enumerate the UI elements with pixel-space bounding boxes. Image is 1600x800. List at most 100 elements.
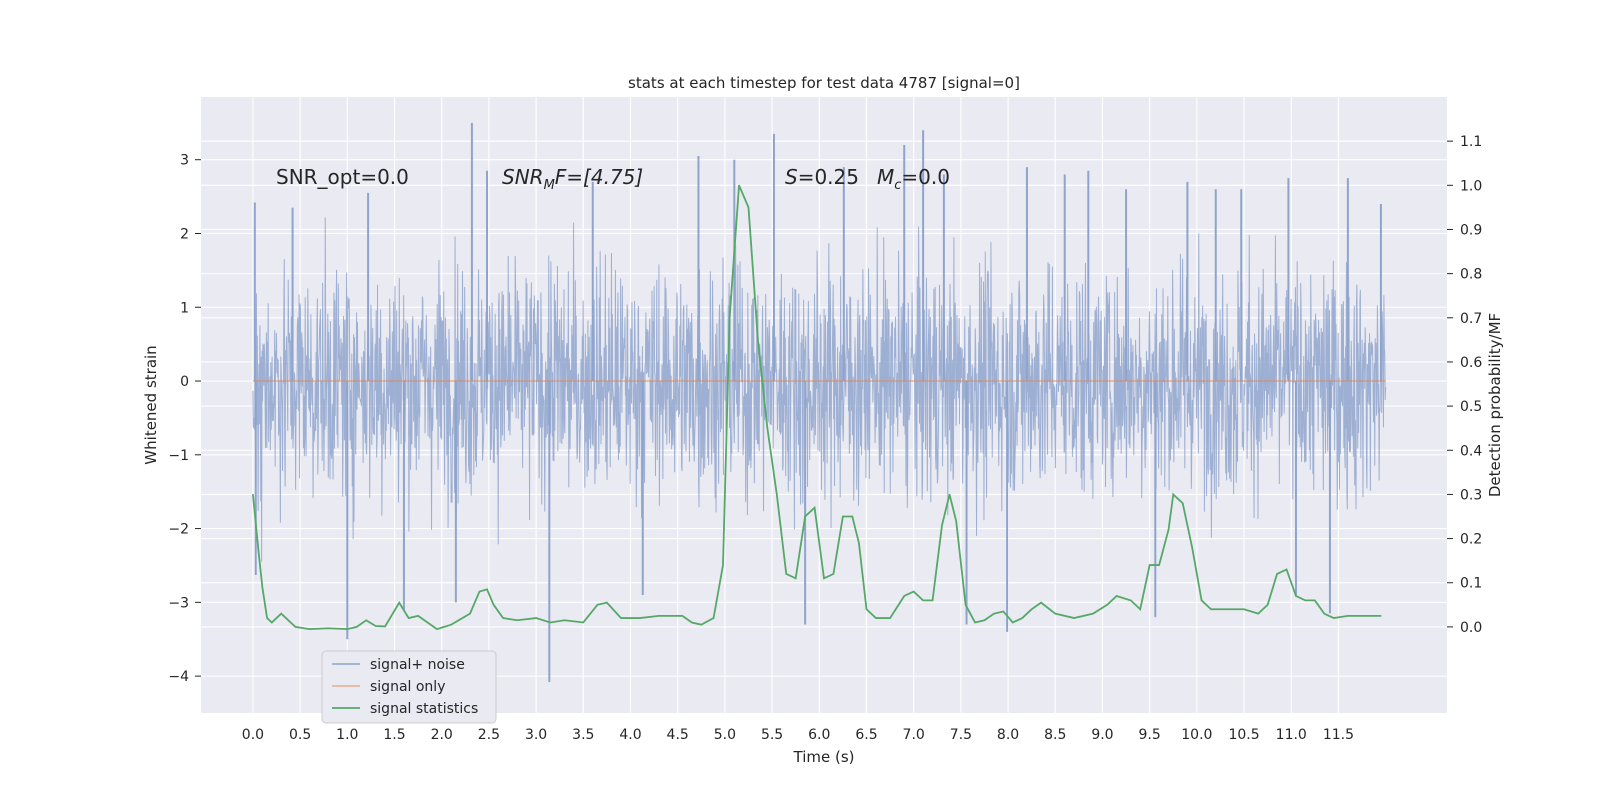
y2-tick-labels: 1.1 1.0 0.9 0.8 0.7 0.6 0.5 0.4 0.3 0.2 0.1 0.0 xyxy=(1447,134,1482,636)
x-tick-label: 3.5 xyxy=(572,727,594,743)
signal-statistics-point xyxy=(266,617,268,619)
annotation-s-mc: S=0.25 Mc=0.0 xyxy=(785,165,950,193)
signal-statistics-point xyxy=(1172,493,1174,496)
signal-statistics-point xyxy=(271,621,273,624)
signal-statistics-point xyxy=(700,624,702,626)
x-tick-label: 2.5 xyxy=(478,727,500,743)
signal-statistics-point xyxy=(549,621,551,624)
signal-statistics-point xyxy=(804,515,806,518)
signal-statistics-point xyxy=(903,595,905,597)
signal-statistics-point xyxy=(1116,595,1118,597)
signal-statistics-point xyxy=(1106,604,1108,606)
signal-statistics-point xyxy=(261,586,263,588)
signal-statistics-point xyxy=(1139,608,1141,610)
legend-box xyxy=(321,650,497,724)
signal-statistics-point xyxy=(1054,613,1056,615)
y2-tick-label: 0.5 xyxy=(1460,399,1482,415)
signal-statistics-point xyxy=(606,602,608,604)
x-tick-label: 3.0 xyxy=(525,727,547,743)
signal-statistics-point xyxy=(478,590,481,593)
signal-statistics-point xyxy=(252,493,254,496)
signal-statistics-point xyxy=(493,604,495,606)
signal-statistics-point xyxy=(1073,617,1075,619)
signal-statistics-point xyxy=(596,604,599,606)
y2-tick-label: 0.1 xyxy=(1460,576,1482,592)
signal-statistics-point xyxy=(964,604,967,606)
signal-statistics-point xyxy=(747,206,750,208)
signal-statistics-point xyxy=(776,493,778,496)
signal-statistics-point xyxy=(327,627,330,629)
x-tick-label: 10.5 xyxy=(1228,727,1259,743)
x-tick-label: 4.5 xyxy=(667,727,689,743)
x-tick-label: 9.0 xyxy=(1091,727,1113,743)
y-tick-label: 2 xyxy=(180,226,189,242)
y-tick-label: 0 xyxy=(180,374,189,390)
legend-label-signal-statistics: signal statistics xyxy=(370,701,478,717)
signal-statistics-point xyxy=(974,621,976,624)
x-tick-label: 6.5 xyxy=(855,727,877,743)
y-tick-label: −1 xyxy=(168,448,189,464)
signal-statistics-point xyxy=(257,551,260,553)
legend-label-signal-plus-noise: signal+ noise xyxy=(370,657,465,673)
x-tick-label: 5.5 xyxy=(761,727,783,743)
legend-label-signal-only: signal only xyxy=(370,679,445,695)
signal-statistics-point xyxy=(516,619,518,621)
y-tick-label: 1 xyxy=(180,300,189,316)
signal-statistics-point xyxy=(1012,621,1014,624)
signal-statistics-point xyxy=(417,615,419,617)
signal-statistics-point xyxy=(785,573,787,575)
signal-statistics-point xyxy=(738,184,740,186)
signal-statistics-point xyxy=(913,590,915,593)
signal-statistics-point xyxy=(356,626,358,628)
y-tick-labels: 3 2 1 0 −1 −2 −3 −4 xyxy=(168,153,201,685)
x-tick-label: 7.5 xyxy=(950,727,972,743)
signal-statistics-point xyxy=(722,564,724,566)
signal-statistics-point xyxy=(823,577,825,579)
y2-tick-label: 0.4 xyxy=(1460,443,1482,459)
y-tick-label: −4 xyxy=(168,669,189,685)
signal-statistics-point xyxy=(1002,610,1004,613)
signal-statistics-point xyxy=(851,515,853,518)
signal-statistics-point xyxy=(426,621,429,624)
signal-statistics-point xyxy=(922,599,924,601)
signal-statistics-point xyxy=(1276,573,1278,575)
signal-statistics-point xyxy=(658,615,660,617)
signal-statistics-point xyxy=(865,608,868,610)
signal-statistics-point xyxy=(983,619,986,621)
x-tick-label: 5.0 xyxy=(714,727,736,743)
signal-statistics-point xyxy=(757,339,759,341)
x-tick-label: 7.0 xyxy=(903,727,925,743)
signal-statistics-point xyxy=(469,613,471,615)
signal-statistics-point xyxy=(346,628,348,630)
signal-statistics-point xyxy=(948,493,951,496)
signal-statistics-point xyxy=(280,613,282,615)
y2-tick-label: 0.9 xyxy=(1460,222,1482,238)
y2-tick-label: 0.0 xyxy=(1460,620,1482,636)
signal-statistics-point xyxy=(875,617,877,619)
signal-statistics-point xyxy=(1243,608,1245,610)
y-axis-label: Whitened strain xyxy=(142,345,160,464)
signal-statistics-point xyxy=(1092,613,1094,615)
signal-statistics-point xyxy=(889,617,891,619)
signal-statistics-point xyxy=(941,524,943,526)
signal-statistics-point xyxy=(813,507,816,509)
y2-tick-label: 0.2 xyxy=(1460,532,1482,548)
signal-statistics-point xyxy=(1295,595,1297,597)
signal-statistics-point xyxy=(1347,615,1349,617)
y2-tick-label: 1.0 xyxy=(1460,178,1482,194)
series-signal-statistics-line xyxy=(252,184,1381,631)
y2-tick-label: 0.7 xyxy=(1460,311,1482,327)
signal-statistics-point xyxy=(1021,617,1023,619)
signal-statistics-point xyxy=(1040,602,1042,604)
x-tick-label: 8.5 xyxy=(1044,727,1066,743)
signal-statistics-point xyxy=(1285,568,1288,571)
x-tick-label: 11.0 xyxy=(1276,727,1307,743)
signal-statistics-point xyxy=(1224,608,1226,610)
legend: signal+ noise signal only signal statist… xyxy=(321,650,497,724)
y-tick-label: 3 xyxy=(180,153,189,169)
signal-statistics-point xyxy=(1380,615,1382,617)
x-tick-label: 2.0 xyxy=(431,727,453,743)
signal-statistics-point xyxy=(275,617,278,619)
x-tick-label: 4.0 xyxy=(619,727,641,743)
